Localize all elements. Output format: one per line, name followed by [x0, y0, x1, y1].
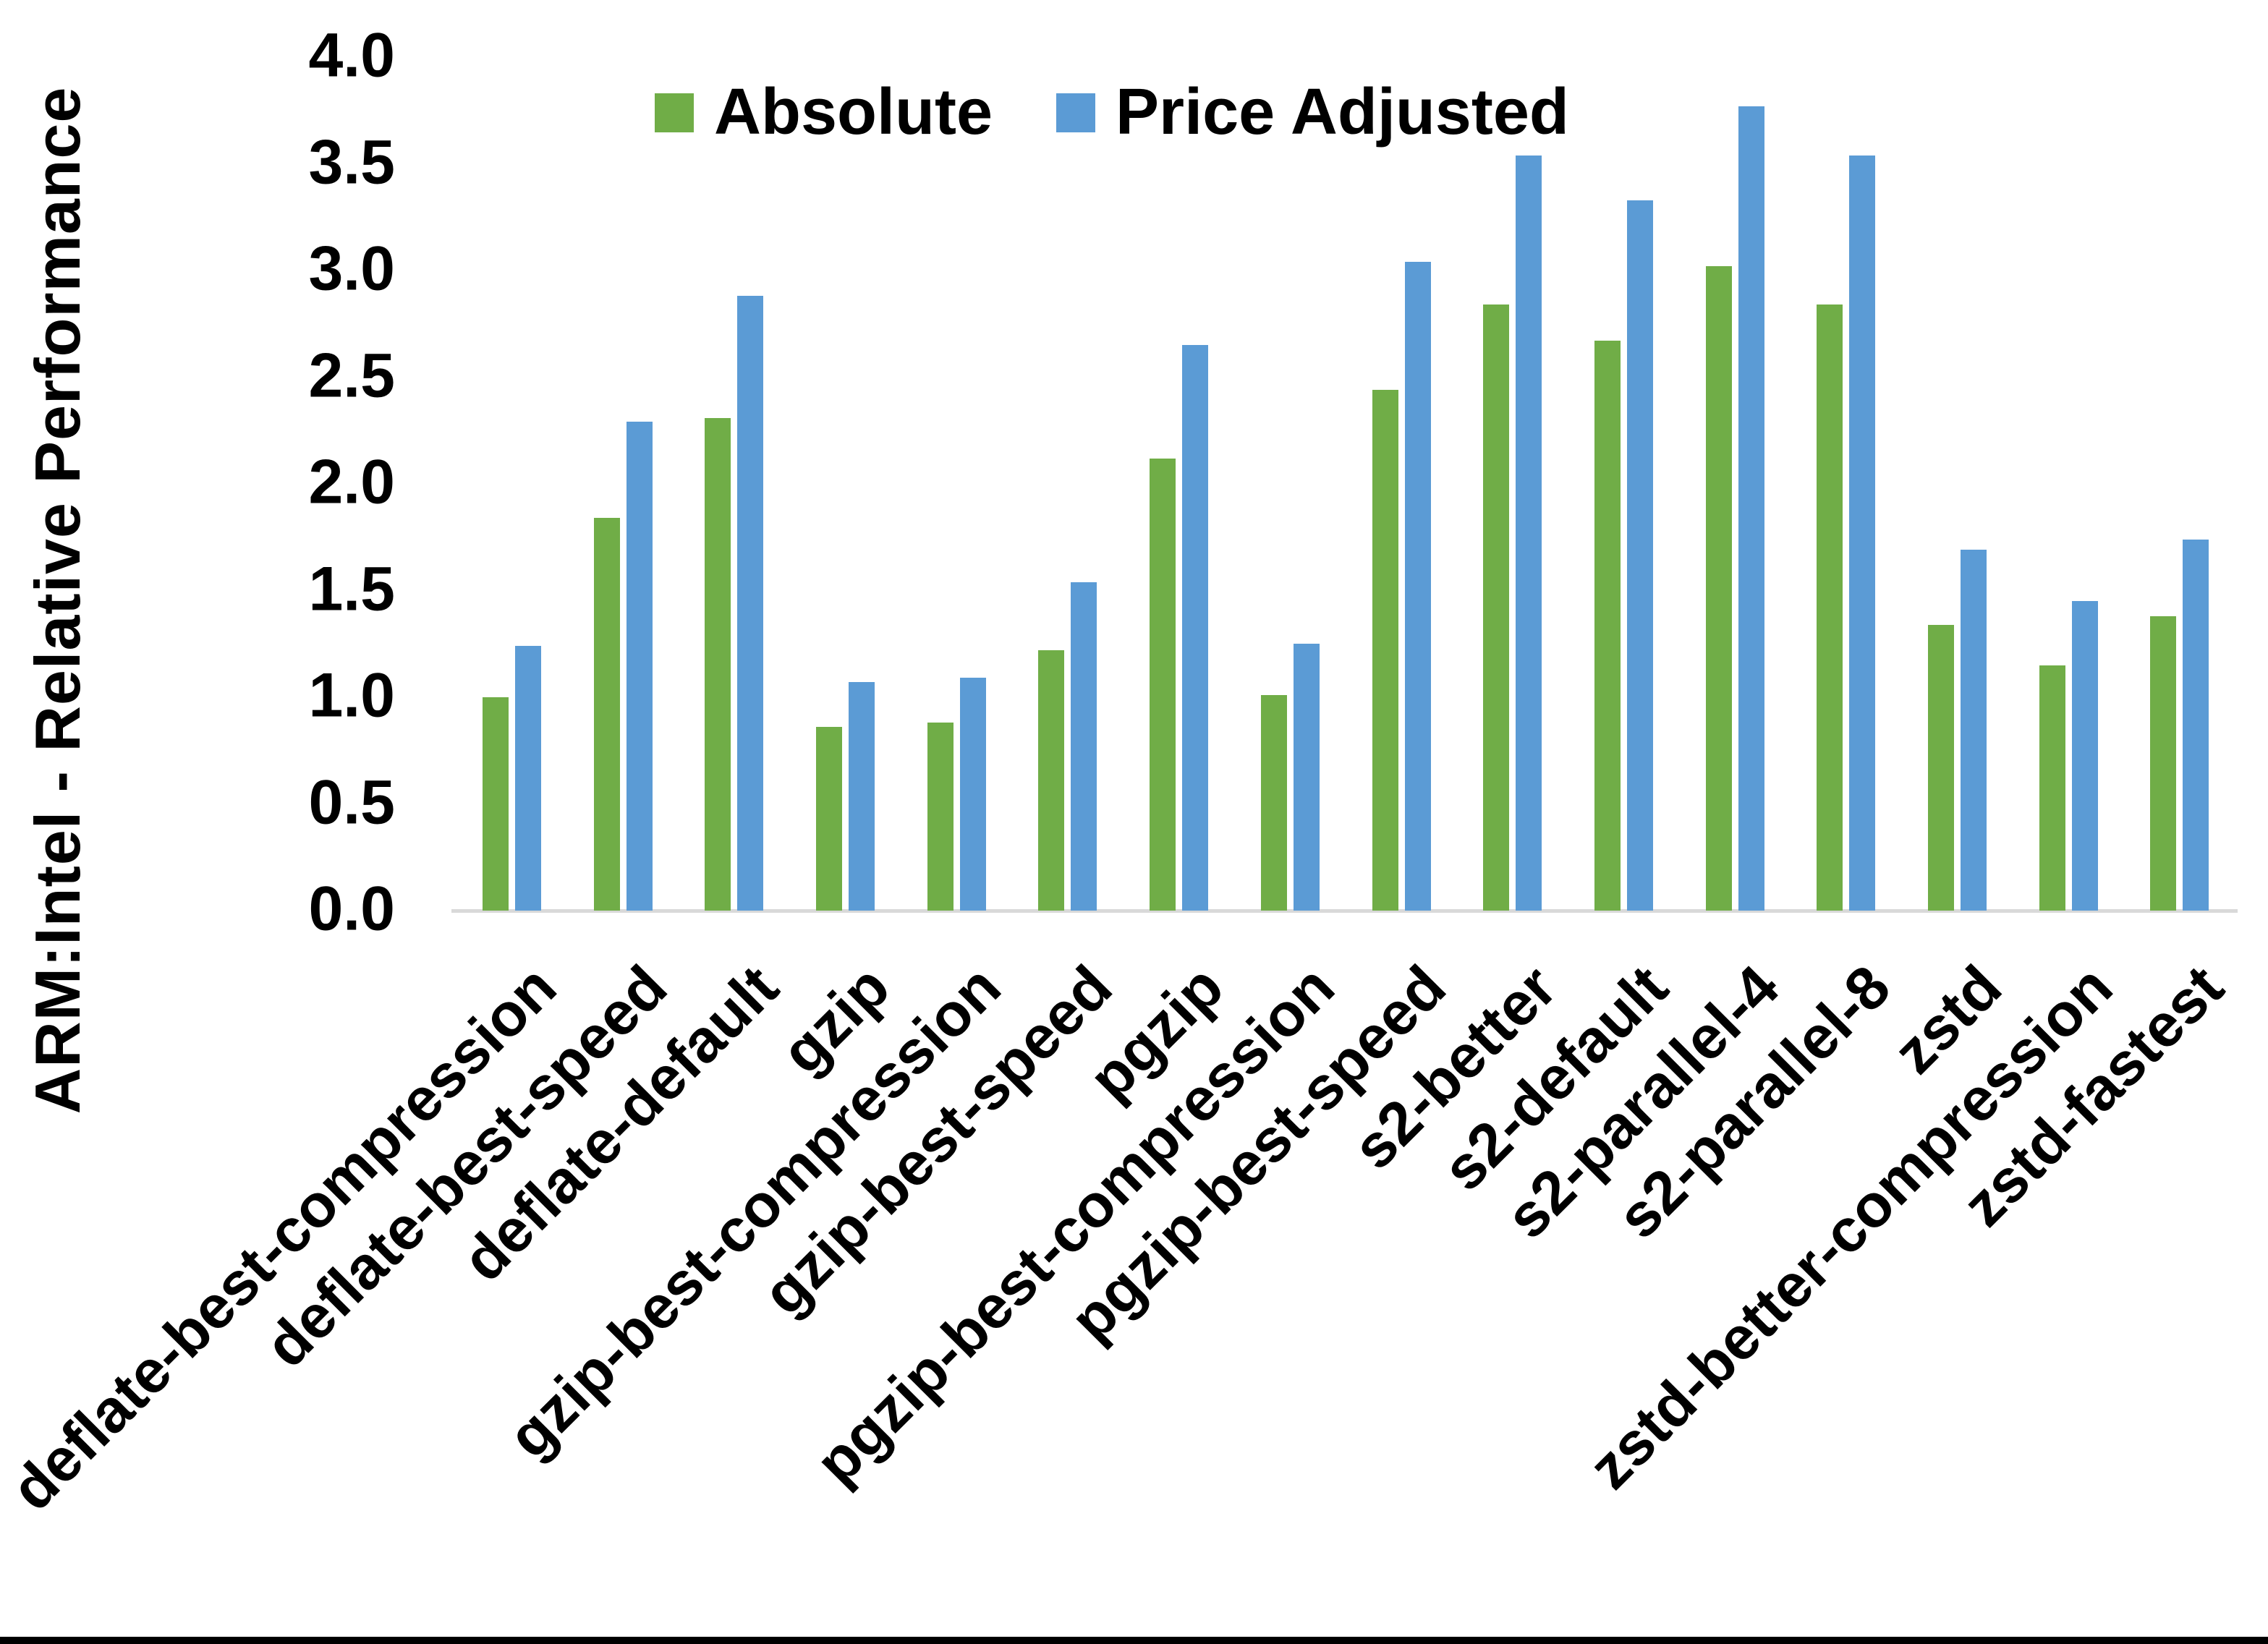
y-tick-label: 1.5: [308, 554, 395, 624]
bar-price-adjusted: [1404, 262, 1431, 911]
bar-absolute: [816, 727, 843, 911]
bar-price-adjusted: [1182, 345, 1209, 911]
bar-absolute: [2150, 616, 2177, 911]
y-tick-label: 2.5: [308, 341, 395, 411]
bar-absolute: [1817, 304, 1843, 911]
bar-absolute: [927, 723, 954, 911]
bar-price-adjusted: [849, 682, 875, 911]
bar-price-adjusted: [2071, 601, 2098, 911]
bar-absolute: [1705, 266, 1732, 911]
y-axis-tick-labels: 0.0 0.5 1.0 1.5 2.0 2.5 3.0 3.5 4.0: [0, 21, 395, 944]
bar-price-adjusted: [1960, 550, 1987, 911]
legend-label-price-adjusted: Price Adjusted: [1116, 76, 1569, 148]
bar-price-adjusted: [1626, 200, 1653, 911]
bar-absolute: [1927, 624, 1954, 911]
bar-price-adjusted: [737, 296, 764, 911]
bar-absolute: [593, 518, 620, 911]
legend: Absolute Price Adjusted: [655, 75, 1569, 150]
legend-swatch-absolute: [655, 93, 694, 132]
legend-swatch-price-adjusted: [1056, 93, 1096, 132]
bar-absolute: [2039, 665, 2065, 911]
bar-price-adjusted: [2183, 539, 2209, 911]
bar-price-adjusted: [1071, 582, 1097, 911]
plot-area: [451, 57, 2238, 913]
bar-absolute: [483, 697, 509, 911]
bar-price-adjusted: [1516, 155, 1542, 911]
y-tick-label: 0.5: [308, 767, 395, 838]
bar-price-adjusted: [1293, 644, 1320, 911]
y-tick-label: 0.0: [308, 874, 395, 944]
bar-price-adjusted: [626, 422, 653, 911]
x-axis-line: [451, 909, 2238, 913]
bar-price-adjusted: [515, 646, 541, 911]
bar-absolute: [1483, 304, 1510, 911]
y-tick-label: 3.0: [308, 234, 395, 304]
bar-price-adjusted: [959, 678, 986, 911]
bar-price-adjusted: [1849, 155, 1876, 911]
bar-absolute: [705, 417, 731, 911]
bar-absolute: [1260, 695, 1287, 911]
bar-price-adjusted: [1738, 106, 1764, 911]
bar-absolute: [1150, 458, 1176, 911]
legend-item-price-adjusted: Price Adjusted: [1056, 75, 1569, 150]
bar-absolute: [1038, 650, 1065, 911]
bottom-border-bar: [0, 1637, 2268, 1644]
y-tick-label: 2.0: [308, 447, 395, 517]
bar-absolute: [1594, 341, 1621, 911]
y-tick-label: 1.0: [308, 660, 395, 731]
bar-absolute: [1372, 390, 1398, 911]
y-tick-label: 3.5: [308, 127, 395, 197]
legend-item-absolute: Absolute: [655, 75, 993, 150]
y-tick-label: 4.0: [308, 20, 395, 90]
legend-label-absolute: Absolute: [714, 76, 993, 148]
